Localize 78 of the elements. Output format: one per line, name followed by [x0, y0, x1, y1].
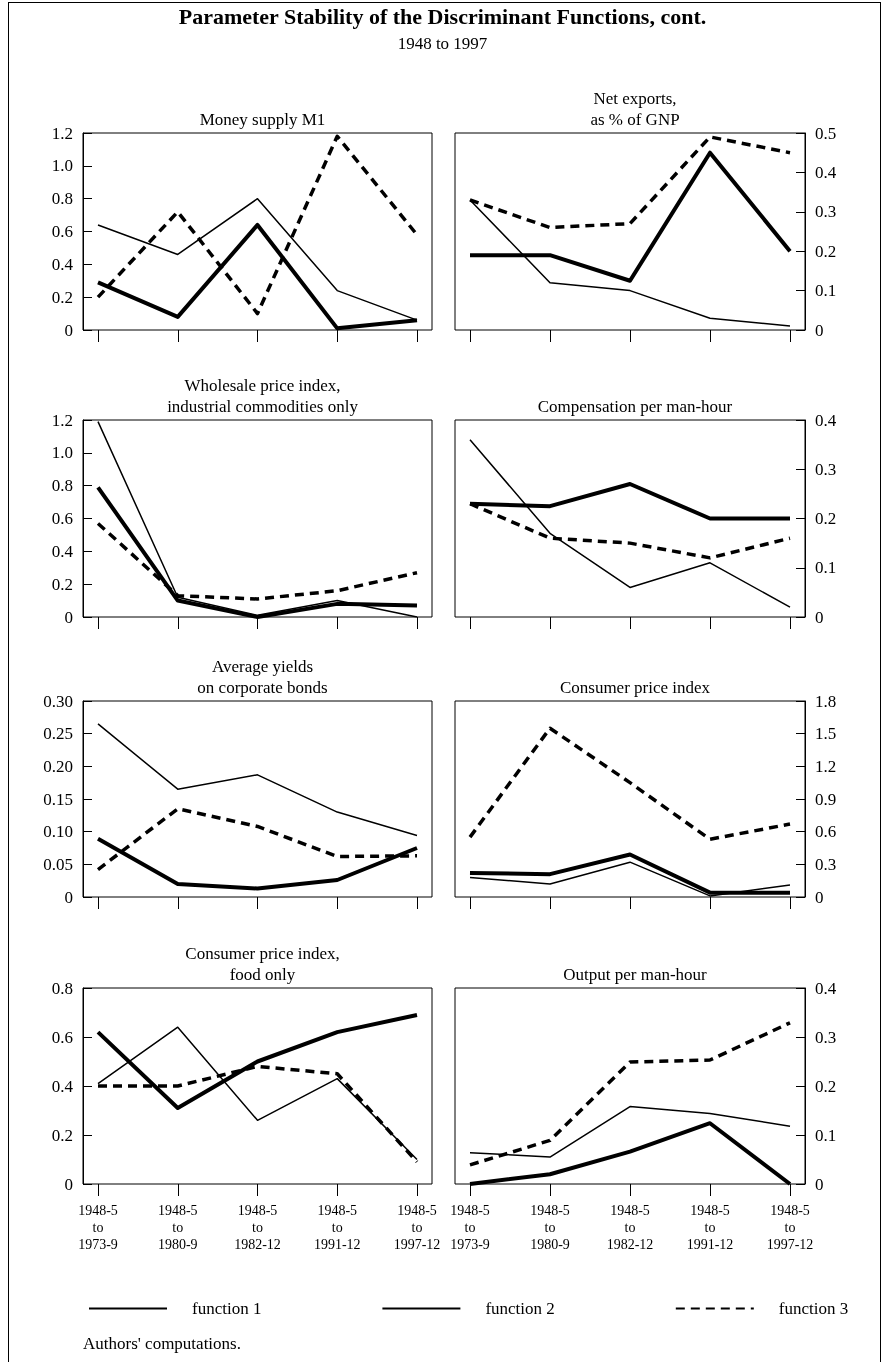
x-tick-label: 1948-5 to 1973-9 [450, 1203, 490, 1252]
x-tick-label: 1948-5 to 1982-12 [234, 1203, 281, 1252]
y-tick-label: 0.6 [51, 509, 73, 528]
y-tick-label: 0 [64, 887, 73, 907]
y-tick-label: 1.2 [51, 410, 73, 430]
x-tick-label: 1948-5 to 1997-12 [766, 1203, 814, 1252]
y-tick-label: 0.8 [51, 189, 73, 209]
line-series [468, 726, 792, 842]
y-tick-label: 0 [64, 1174, 73, 1194]
y-tick-label: 0 [815, 1174, 824, 1194]
line-series [468, 1021, 792, 1167]
y-tick-label: 0.1 [815, 1125, 837, 1145]
chart-title: Consumer price index, food only [185, 944, 340, 984]
x-tick-label: 1948-5 to 1980-9 [530, 1203, 570, 1252]
y-tick-label: 0.25 [43, 724, 73, 744]
y-tick-label: 0.2 [51, 1125, 73, 1145]
y-tick-label: 0.15 [43, 789, 73, 809]
y-tick-label: 0.4 [815, 410, 837, 430]
y-tick-label: 0.1 [815, 281, 837, 301]
y-tick-label: 1.5 [815, 724, 837, 744]
x-tick-label: 1948-5 to 1997-12 [393, 1203, 441, 1252]
y-tick-label: 0.3 [815, 854, 837, 874]
y-tick-label: 0.6 [51, 1027, 73, 1047]
y-tick-label: 0 [815, 887, 824, 907]
line-series [469, 438, 791, 608]
y-tick-label: 0.2 [815, 241, 837, 261]
x-tick-label: 1948-5 to 1991-12 [686, 1203, 734, 1252]
line-series [97, 723, 418, 837]
y-tick-label: 0.6 [815, 822, 837, 842]
y-tick-label: 0 [64, 320, 73, 340]
x-tick-label: 1948-5 to 1982-12 [606, 1203, 654, 1252]
y-tick-label: 0.8 [51, 978, 73, 998]
chart-title: Money supply M1 [199, 110, 326, 129]
y-tick-label: 0.10 [43, 822, 73, 842]
y-tick-label: 0.6 [51, 222, 73, 241]
chart-title: Average yields on corporate bonds [197, 657, 328, 697]
text: Parameter Stability of the Discriminant Functions, cont. [177, 4, 708, 30]
y-tick-label: 0.9 [815, 789, 837, 809]
y-tick-label: 0.3 [815, 459, 837, 479]
legend-label: function 1 [192, 1299, 262, 1318]
y-tick-label: 0.05 [43, 854, 73, 874]
text: 1948 to 1997 [396, 34, 489, 54]
x-tick-label: 1948-5 to 1980-9 [157, 1203, 198, 1252]
x-tick-label: 1948-5 to 1973-9 [78, 1203, 118, 1252]
x-tick-label: 1948-5 to 1991-12 [313, 1203, 361, 1252]
legend-label: function 3 [778, 1299, 849, 1318]
y-tick-label: 0.20 [43, 756, 73, 776]
chart-title: Net exports, as % of GNP [590, 89, 680, 129]
y-tick-label: 0.1 [815, 558, 837, 578]
y-tick-label: 1.0 [51, 443, 73, 463]
y-tick-label: 0.2 [815, 509, 837, 528]
y-tick-label: 0 [815, 320, 824, 340]
y-tick-label: 0.4 [815, 162, 837, 182]
y-tick-label: 0.3 [815, 1027, 837, 1047]
legend-label: function 2 [485, 1299, 555, 1318]
y-tick-label: 0.4 [51, 254, 74, 274]
y-tick-label: 0.4 [51, 541, 74, 561]
chart-title: Output per man-hour [563, 965, 708, 984]
y-tick-label: 1.2 [51, 123, 73, 143]
y-tick-label: 0.2 [51, 574, 73, 594]
y-tick-label: 1.2 [815, 756, 837, 776]
y-tick-label: 0.4 [815, 978, 837, 998]
y-tick-label: 0.5 [815, 123, 837, 143]
y-tick-label: 0.3 [815, 202, 837, 222]
y-tick-label: 0.4 [51, 1076, 74, 1096]
y-tick-label: 0.8 [51, 476, 73, 496]
y-tick-label: 0 [815, 607, 824, 627]
y-tick-label: 1.0 [51, 156, 73, 176]
y-tick-label: 0.2 [815, 1076, 837, 1096]
chart-title: Wholesale price index, industrial commodities only [167, 376, 359, 416]
line-series [468, 852, 792, 895]
y-tick-label: 1.8 [815, 691, 837, 711]
text: Authors' computations. [83, 1334, 241, 1354]
chart-title: Consumer price index [559, 678, 711, 697]
y-tick-label: 0.2 [51, 287, 73, 307]
y-tick-label: 0 [64, 607, 73, 627]
y-tick-label: 0.30 [43, 691, 73, 711]
chart-title: Compensation per man-hour [537, 397, 733, 416]
